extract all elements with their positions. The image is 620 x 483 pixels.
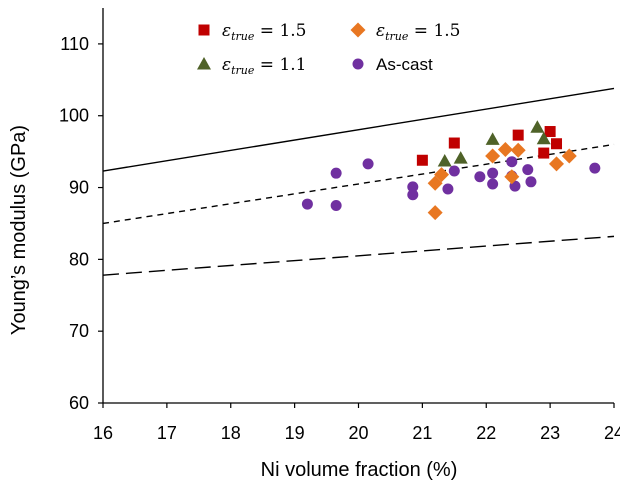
legend-marker-square [198, 24, 210, 36]
data-point-circle [589, 162, 601, 174]
data-point-circle [407, 181, 419, 193]
data-point-diamond [504, 169, 520, 185]
x-tick-label: 22 [476, 423, 496, 443]
x-tick-label: 16 [93, 423, 113, 443]
data-point-diamond [485, 148, 501, 164]
data-point-circle [362, 158, 374, 170]
data-point-triangle [437, 153, 452, 167]
data-point-diamond [427, 175, 443, 191]
data-point-square [538, 147, 550, 159]
data-point-triangle [536, 131, 551, 145]
data-point-square [544, 126, 556, 138]
x-tick-label: 24 [604, 423, 620, 443]
reference-lines [102, 87, 615, 276]
data-point-circle [525, 176, 537, 188]
data-point-circle [487, 167, 499, 179]
data-point-diamond [549, 156, 565, 172]
legend-label: εtrue = 1.1 [222, 55, 307, 77]
y-tick-label: 90 [69, 178, 89, 198]
data-point-square [551, 138, 563, 150]
legend: εtrue = 1.5 εtrue = 1.5 εtrue = 1.1 As-cast [197, 21, 461, 77]
data-point-circle [448, 165, 460, 177]
tick-labels: 16 17 18 19 20 21 22 23 24 60 70 80 90 100 110 [59, 34, 620, 443]
data-point-square [512, 129, 524, 141]
x-tick-label: 20 [348, 423, 368, 443]
data-point-circle [301, 198, 313, 210]
x-tick-label: 17 [157, 423, 177, 443]
y-tick-label: 70 [69, 321, 89, 341]
y-tick-label: 100 [59, 106, 89, 126]
y-tick-label: 110 [60, 34, 89, 54]
data-point-diamond [561, 148, 577, 164]
data-point-diamond [434, 167, 450, 183]
data-point-circle [442, 183, 454, 195]
data-point-circle [522, 164, 534, 176]
x-tick-label: 21 [412, 423, 432, 443]
data-points [301, 120, 601, 221]
data-point-triangle [485, 132, 500, 145]
legend-label: εtrue = 1.5 [222, 21, 307, 43]
x-axis-title: Ni volume fraction (%) [261, 459, 458, 481]
data-point-triangle [453, 151, 468, 164]
data-point-square [448, 137, 460, 149]
data-point-circle [330, 200, 342, 211]
y-axis-title: Young’s modulus (GPa) [8, 125, 30, 335]
legend-label: As-cast [376, 55, 433, 74]
x-tick-label: 19 [285, 423, 305, 443]
legend-marker-circle [352, 58, 364, 70]
reference-line-long-dash [102, 235, 615, 276]
x-tick-label: 18 [221, 423, 241, 443]
data-point-triangle [530, 120, 545, 133]
data-point-diamond [497, 141, 513, 157]
data-point-square [416, 154, 428, 166]
data-point-circle [487, 178, 499, 190]
data-point-diamond [510, 142, 526, 158]
data-point-diamond [427, 205, 443, 221]
legend-label: εtrue = 1.5 [376, 21, 461, 43]
legend-marker-diamond [350, 22, 366, 38]
data-point-circle [474, 171, 486, 183]
data-point-circle [506, 156, 518, 168]
reference-line-solid [102, 87, 615, 172]
y-tick-label: 60 [69, 393, 89, 413]
data-point-circle [330, 167, 342, 179]
y-tick-label: 80 [69, 249, 89, 269]
x-tick-label: 23 [540, 423, 560, 443]
legend-marker-triangle [197, 57, 211, 70]
reference-line-short-dash [102, 143, 615, 225]
data-point-circle [407, 189, 419, 201]
